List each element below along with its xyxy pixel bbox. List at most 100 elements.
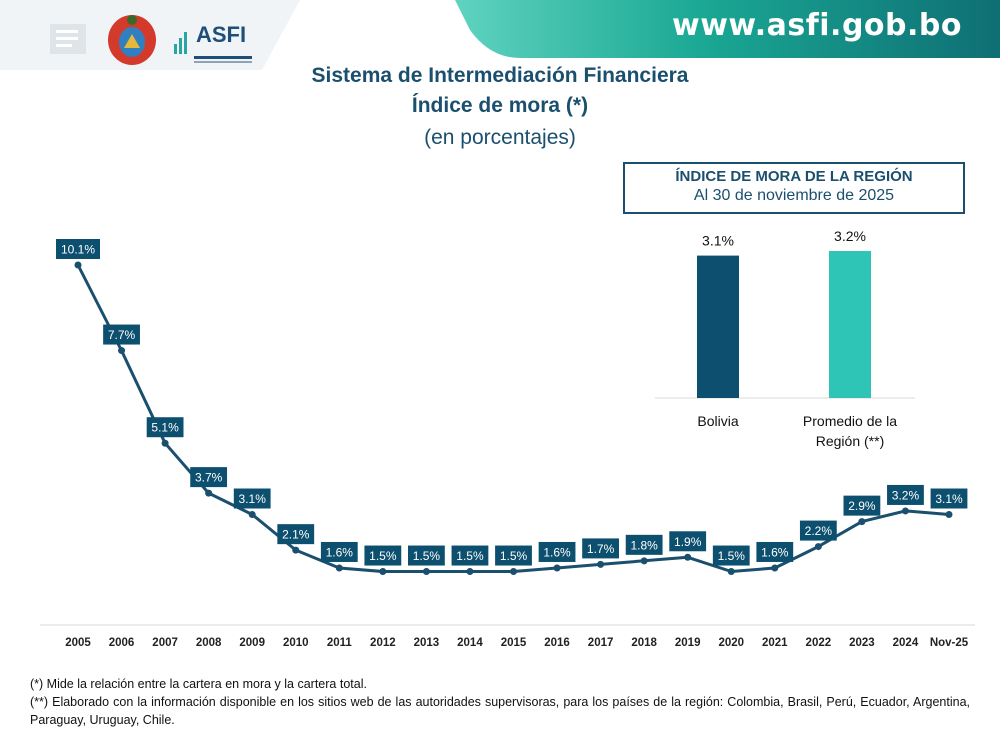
data-label: 10.1% [61,243,95,257]
x-tick-label: 2016 [544,637,570,649]
header-band-shape [455,0,1000,58]
data-label: 1.5% [456,549,484,563]
data-label: 3.1% [935,492,963,506]
x-tick-label: 2022 [806,637,832,649]
data-label: 3.7% [195,471,223,485]
logo-area [50,15,252,65]
data-point [945,511,953,519]
page-units: (en porcentajes) [424,126,576,149]
data-label: 1.9% [674,535,702,549]
data-label: 1.6% [326,545,354,559]
bar-chart: 3.1% Bolivia 3.2% Promedio de la Región (**) [655,228,915,449]
data-label-box [582,538,619,559]
data-label: 7.7% [108,328,136,342]
data-label-box [146,417,184,438]
data-label: 1.8% [630,538,658,552]
data-label-box [756,541,794,562]
data-label-box [712,545,750,566]
x-tick-label: 2018 [631,637,657,649]
bar-category-label: Bolivia [697,413,738,429]
data-label: 2.2% [805,524,833,538]
x-tick-label: 2023 [849,637,875,649]
footnote-2: (**) Elaborado con la información dispon… [30,695,970,727]
data-label: 3.2% [892,488,920,502]
data-point [597,560,605,568]
website-url[interactable]: www.asfi.gob.bo [672,8,962,43]
data-label: 3.1% [239,492,267,506]
data-point [640,557,648,565]
x-tick-label: 2021 [762,637,788,649]
bar [697,255,739,398]
data-label-box [930,488,968,509]
data-label-box [495,545,532,566]
data-point [422,568,430,576]
data-label-box [277,524,315,545]
data-label: 1.6% [543,545,571,559]
x-tick-label: 2009 [239,637,265,649]
data-point [727,568,735,576]
document-icon [50,24,86,54]
data-point [466,568,474,576]
region-subtitle: Al 30 de noviembre de 2025 [693,187,895,204]
data-label-box [799,520,837,541]
bar-value-label: 3.1% [702,233,734,249]
x-tick-label: 2008 [196,637,222,649]
coat-of-arms-icon [108,15,156,65]
x-tick-label: 2024 [893,637,919,649]
bar-value-label: 3.2% [834,228,866,244]
asfi-logo-icon [174,32,252,63]
data-label-box [625,534,663,555]
x-tick-label: 2014 [457,637,483,649]
data-label-box [56,239,100,259]
data-label: 1.5% [369,549,397,563]
region-title-box: ÍNDICE DE MORA DE LA REGIÓN Al 30 de nov… [623,162,965,214]
data-label: 5.1% [151,421,179,435]
data-point [858,518,866,526]
x-tick-label: 2017 [588,637,614,649]
page-subtitle: Índice de mora (*) [411,94,589,117]
data-label: 1.6% [761,545,789,559]
bar-category-label: Promedio de la [803,413,897,429]
data-point [771,564,779,572]
data-label-box [233,488,271,509]
x-tick-label: Nov-25 [930,637,969,649]
data-label-box [103,324,140,345]
line-chart: 10.1% 2005 7.7% 2006 5.1% 2007 3.7% 2008 3.1% 200… [40,239,975,649]
x-tick-label: 2020 [718,637,744,649]
data-label-box [408,545,445,566]
data-label: 1.5% [500,549,528,563]
data-label: 1.5% [413,549,441,563]
data-label-box [669,531,707,552]
x-tick-label: 2007 [152,637,178,649]
data-point [901,507,909,515]
bar-category-label: Región (**) [816,433,884,449]
data-label-box [887,484,924,505]
data-label-box [320,541,358,562]
footnote-1: (*) Mide la relación entre la cartera en… [30,677,367,691]
x-tick-label: 2015 [501,637,527,649]
data-point [379,568,387,576]
asfi-logo-text: ASFI [196,22,247,47]
data-label: 2.1% [282,528,310,542]
bar [829,251,871,398]
x-tick-label: 2019 [675,637,701,649]
data-point [510,568,517,576]
data-label: 1.7% [587,542,615,556]
x-tick-label: 2012 [370,637,396,649]
x-tick-label: 2005 [65,637,91,649]
x-tick-label: 2006 [109,637,135,649]
data-point [118,347,126,355]
data-point [335,564,343,572]
data-label-box [364,545,402,566]
data-label: 1.5% [718,549,746,563]
data-label: 2.9% [848,499,876,513]
x-tick-label: 2010 [283,637,309,649]
data-point [248,511,256,519]
data-label-box [843,495,881,516]
data-label-box [451,545,489,566]
data-point [205,489,213,497]
data-point [814,543,822,551]
data-point [161,439,169,447]
page-title: Sistema de Intermediación Financiera [311,64,689,87]
